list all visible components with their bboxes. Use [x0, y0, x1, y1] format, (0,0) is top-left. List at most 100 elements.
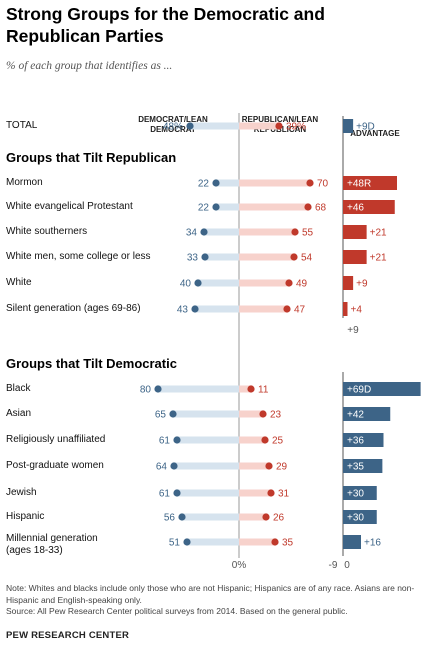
advantage-value-label: +46 [347, 203, 364, 214]
axis-label-adv-zero: 0 [344, 560, 350, 571]
advantage-header: ADVANTAGE [350, 129, 400, 138]
rep-dot [261, 436, 269, 444]
dem-dot [173, 489, 181, 497]
dem-dot [201, 253, 209, 261]
advantage-value-label: +21 [370, 253, 387, 264]
dem-value-label: 56 [164, 513, 176, 524]
rep-dot [271, 538, 279, 546]
rep-dot [285, 279, 293, 287]
advantage-bar [343, 459, 383, 473]
rep-header: REPUBLICAN/LEAN REPUBLICAN [235, 115, 325, 135]
dem-track [198, 279, 239, 287]
dem-track [204, 228, 239, 236]
advantage-value-label: +16 [364, 538, 381, 549]
dot-chart: 0% -9 0 +9 48% 39% +9D 22 70 +48R 22 68 +46 34 55 +21 33… [140, 113, 421, 571]
dem-track [177, 436, 239, 444]
chart-notes: Note: Whites and blacks include only tho… [6, 583, 415, 605]
advantage-bar [343, 200, 395, 214]
row-label-line2: (ages 18-33) [6, 545, 63, 556]
advantage-value-label: +9 [356, 279, 368, 290]
dem-dot [170, 462, 178, 470]
dem-value-label: 80 [140, 385, 152, 396]
rep-dot [283, 305, 291, 313]
axis-label-neg9: -9 [329, 560, 338, 571]
rep-track [239, 462, 269, 470]
dem-track [205, 253, 239, 261]
rep-track [239, 203, 308, 211]
advantage-bar [343, 176, 397, 190]
chart-source: Source: All Pew Research Center politica… [6, 606, 348, 616]
chart-subtitle: % of each group that identifies as ... [6, 60, 173, 72]
dem-header-line2: DEMOCRAT [150, 125, 196, 134]
dem-dot [169, 410, 177, 418]
chart-title: Strong Groups for the Democratic and Rep… [6, 4, 325, 46]
rep-track [239, 228, 295, 236]
section-title-democratic: Groups that Tilt Democratic [6, 356, 177, 371]
row-label: Post-graduate women [6, 460, 104, 471]
dem-track [190, 122, 239, 130]
advantage-bar [343, 276, 354, 290]
rep-value-label: 25 [272, 436, 284, 447]
dem-value-label: 65 [155, 410, 167, 421]
advantage-value-label: +48R [347, 179, 371, 190]
row-label: Silent generation (ages 69-86) [6, 303, 141, 314]
rep-track [239, 489, 271, 497]
row-label: TOTAL [6, 120, 38, 131]
axis-label-plus9: +9 [347, 325, 359, 336]
row-label: White men, some college or less [6, 251, 151, 262]
rep-header-line1: REPUBLICAN/LEAN [241, 115, 319, 124]
rep-dot [291, 228, 299, 236]
rep-dot [275, 122, 283, 130]
rep-value-label: 35 [282, 538, 294, 549]
advantage-value-label: +21 [370, 228, 387, 239]
dem-value-label: 22 [198, 179, 210, 190]
rep-dot [247, 385, 255, 393]
advantage-bar [343, 250, 367, 264]
rep-dot [267, 489, 275, 497]
credit-line: PEW RESEARCH CENTER [6, 630, 130, 641]
rep-track [239, 385, 251, 393]
rep-track [239, 305, 287, 313]
rep-value-label: 11 [258, 385, 269, 396]
dem-header: DEMOCRAT/LEAN DEMOCRAT [128, 115, 218, 135]
advantage-bar [343, 510, 377, 524]
dem-track [173, 410, 239, 418]
advantage-value-label: +30 [347, 489, 364, 500]
rep-dot [290, 253, 298, 261]
rep-value-label: 55 [302, 228, 314, 239]
advantage-bar [343, 535, 361, 549]
rep-value-label: 68 [315, 203, 327, 214]
rep-value-label: 29 [276, 462, 288, 473]
rep-track [239, 179, 310, 187]
rep-track [239, 253, 294, 261]
dem-track [182, 513, 239, 521]
dem-value-label: 64 [156, 462, 168, 473]
dem-value-label: 61 [159, 489, 171, 500]
rep-dot [259, 410, 267, 418]
advantage-value-label: +35 [347, 462, 364, 473]
rep-dot [304, 203, 312, 211]
advantage-bar [343, 225, 367, 239]
dem-dot [200, 228, 208, 236]
rep-value-label: 26 [273, 513, 285, 524]
rep-track [239, 513, 266, 521]
rep-track [239, 436, 265, 444]
dem-track [216, 179, 239, 187]
dem-value-label: 51 [169, 538, 181, 549]
advantage-bar [343, 407, 391, 421]
row-label: Mormon [6, 177, 43, 188]
advantage-bar [343, 302, 348, 316]
row-label: White [6, 277, 32, 288]
rep-value-label: 70 [317, 179, 329, 190]
row-label: White southerners [6, 226, 88, 237]
row-label: Asian [6, 408, 32, 419]
rep-value-label: 49 [296, 279, 308, 290]
dem-dot [194, 279, 202, 287]
dem-dot [154, 385, 162, 393]
dem-value-label: 40 [180, 279, 192, 290]
dem-track [195, 305, 239, 313]
rep-value-label: 47 [294, 305, 306, 316]
rep-value-label: 23 [270, 410, 282, 421]
advantage-value-label: +36 [347, 436, 364, 447]
rep-track [239, 122, 279, 130]
